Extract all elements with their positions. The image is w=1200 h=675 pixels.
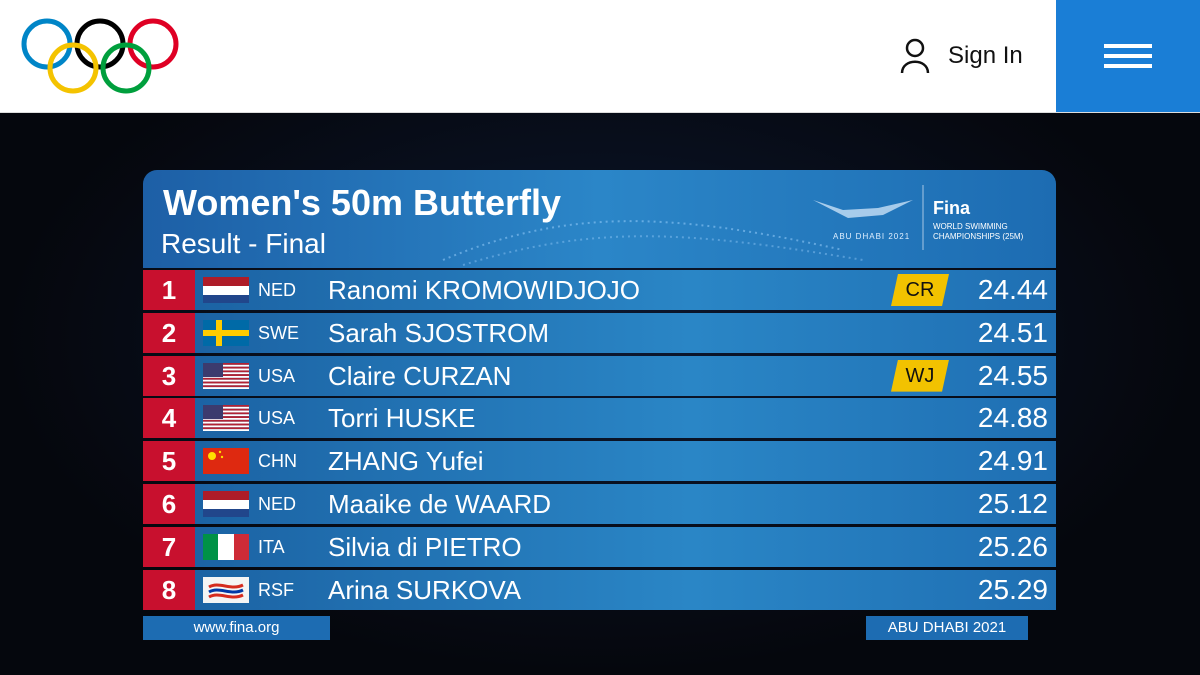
user-icon — [900, 38, 930, 74]
athlete-name: Ranomi KROMOWIDJOJO — [328, 275, 641, 305]
time: 25.12 — [977, 488, 1048, 519]
flag — [203, 491, 249, 517]
result-row: 7 ITA Silvia di PIETRO 25.26 — [143, 526, 1056, 567]
flag — [203, 277, 249, 303]
rank: 4 — [143, 398, 195, 439]
time: 24.88 — [977, 402, 1048, 434]
country-code: USA — [258, 365, 296, 386]
footer-website: www.fina.org — [143, 616, 330, 640]
result-row: 6 NED Maaike de WAARD 25.12 — [143, 484, 1056, 524]
athlete-name: Arina SURKOVA — [328, 574, 522, 605]
result-row: 2 SWE Sarah SJOSTROM 24.51 — [143, 312, 1056, 353]
flag — [203, 533, 249, 560]
record-badge: WJ — [891, 359, 949, 392]
country-code: SWE — [258, 322, 300, 343]
country-code: CHN — [258, 451, 297, 472]
athlete-name: Silvia di PIETRO — [328, 531, 522, 562]
time: 24.91 — [977, 445, 1048, 477]
athlete-name: ZHANG Yufei — [328, 446, 484, 477]
time: 25.29 — [977, 573, 1048, 605]
wave-decoration — [442, 185, 924, 266]
rank: 3 — [143, 355, 195, 396]
event-logo: ABU DHABI 2021 — [833, 232, 911, 241]
result-row: 8 RSF Arina SURKOVA 25.29 — [143, 569, 1056, 610]
rank: 1 — [143, 270, 195, 310]
rank: 7 — [143, 526, 195, 567]
flag — [203, 448, 249, 475]
time: 25.26 — [977, 530, 1048, 562]
event-title: Women's 50m Butterfly — [163, 182, 561, 223]
result-row: 1 NED Ranomi KROMOWIDJOJO CR 24.44 — [143, 270, 1056, 310]
site-header: Sign In — [0, 0, 1200, 113]
sign-in-label[interactable]: Sign In — [948, 42, 1023, 69]
rank: 2 — [143, 312, 195, 353]
flag — [203, 576, 249, 603]
result-row: 3 USA Claire CURZAN WJ 24.55 — [143, 355, 1056, 396]
results-board: Women's 50m Butterfly Result - Final ABU… — [143, 170, 1056, 640]
country-code: NED — [258, 280, 297, 300]
athlete-name: Torri HUSKE — [328, 403, 476, 434]
fina-logo: Fina — [933, 198, 971, 218]
olympic-rings[interactable] — [20, 14, 190, 104]
time: 24.55 — [977, 359, 1048, 391]
country-code: USA — [258, 408, 296, 429]
country-code: RSF — [258, 579, 294, 600]
event-subtitle: Result - Final — [161, 228, 326, 259]
record-badge: CR — [891, 274, 949, 306]
country-code: NED — [258, 494, 297, 514]
menu-icon — [1104, 44, 1152, 68]
rank: 5 — [143, 441, 195, 482]
sign-in[interactable]: Sign In — [900, 36, 1023, 76]
time: 24.44 — [977, 274, 1048, 305]
flag — [203, 362, 249, 389]
result-row: 5 CHN ZHANG Yufei 24.91 — [143, 441, 1056, 482]
athlete-name: Sarah SJOSTROM — [328, 317, 550, 348]
board-header: Women's 50m Butterfly Result - Final ABU… — [143, 170, 1056, 268]
menu-button[interactable] — [1056, 0, 1200, 112]
athlete-name: Maaike de WAARD — [328, 489, 551, 519]
fina-caption: WORLD SWIMMING CHAMPIONSHIPS (25M) — [933, 222, 1024, 241]
result-row: 4 USA Torri HUSKE 24.88 — [143, 398, 1056, 439]
flag — [203, 405, 249, 432]
flag — [203, 319, 249, 346]
rank: 8 — [143, 569, 195, 610]
footer-location: ABU DHABI 2021 — [866, 616, 1028, 640]
rank: 6 — [143, 484, 195, 524]
time: 24.51 — [977, 316, 1048, 348]
athlete-name: Claire CURZAN — [328, 360, 512, 391]
country-code: ITA — [258, 536, 285, 557]
